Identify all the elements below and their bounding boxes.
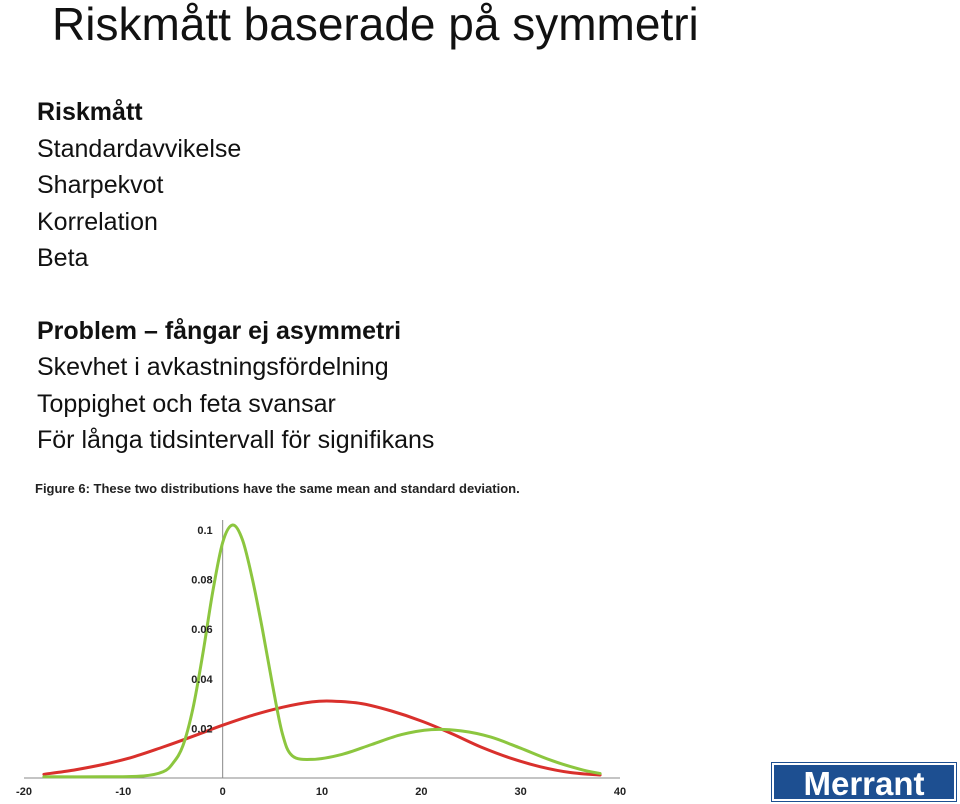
x-tick-label: 40 (614, 786, 626, 798)
series-line-2 (42, 523, 602, 779)
x-tick-label: 0 (220, 786, 226, 798)
y-tick-label: 0.08 (191, 575, 212, 587)
y-tick-label: 0.04 (191, 674, 213, 686)
chart-ticks: -20 -10 0 10 20 30 40 0.02 0.04 0.06 0.08 0.1 (16, 525, 626, 798)
bullet-item: Beta (37, 244, 89, 272)
y-tick-label: 0.06 (191, 624, 212, 636)
slide-title: Riskmått baserade på symmetri (52, 0, 699, 50)
merrant-logo: Merrant (772, 763, 956, 802)
bullet-list: Riskmått Standardavvikelse Sharpekvot Ko… (37, 94, 434, 459)
y-tick-label: 0.02 (191, 723, 212, 735)
bullet-item: Korrelation (37, 207, 158, 236)
bullet-item: Sharpekvot (37, 171, 164, 199)
bullet-item: Skevhet i avkastningsfördelning (37, 353, 389, 381)
x-tick-label: 20 (415, 786, 427, 798)
x-tick-label: -20 (16, 786, 32, 798)
figure-caption: Figure 6: These two distributions have t… (35, 481, 520, 496)
distribution-chart: -20 -10 0 10 20 30 40 0.02 0.04 0.06 0.08 0.1 (16, 520, 626, 798)
y-tick-label: 0.1 (197, 525, 212, 537)
x-tick-label: 10 (316, 786, 328, 798)
bullet-item: Toppighet och feta svansar (37, 389, 336, 418)
bullet-item: Standardavvikelse (37, 134, 242, 163)
bullet-item: För långa tidsintervall för signifikans (37, 426, 435, 454)
chart-series (42, 523, 602, 779)
section-heading-risk-measures: Riskmått (37, 98, 143, 126)
chart-axes (24, 520, 620, 779)
section-heading-problem: Problem – fångar ej asymmetri (37, 316, 402, 345)
series-line-1 (42, 699, 602, 777)
x-tick-label: 30 (515, 786, 527, 798)
x-tick-label: -10 (115, 786, 131, 798)
